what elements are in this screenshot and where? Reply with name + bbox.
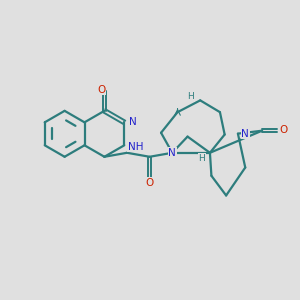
Text: O: O: [146, 178, 154, 188]
Text: O: O: [97, 85, 106, 95]
Text: N: N: [129, 117, 137, 127]
Text: H: H: [188, 92, 194, 101]
Text: O: O: [279, 125, 287, 135]
Text: N: N: [168, 148, 176, 158]
Text: NH: NH: [128, 142, 143, 152]
Text: H: H: [198, 154, 205, 163]
Text: N: N: [242, 129, 249, 139]
